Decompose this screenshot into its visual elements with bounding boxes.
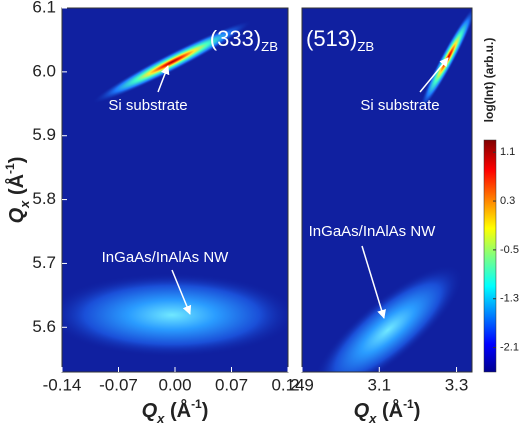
text-part: -1 xyxy=(191,397,202,411)
colorbar xyxy=(483,139,497,373)
text-part: ) xyxy=(6,157,28,164)
annotation-arrow xyxy=(361,245,386,319)
text-part: -1 xyxy=(403,397,414,411)
intensity-blob xyxy=(91,20,253,104)
text-part: (Å xyxy=(4,174,28,201)
y-axis-label: Qx (Å-1) xyxy=(3,157,32,224)
text-part: Q xyxy=(354,400,370,422)
intensity-blob xyxy=(312,264,464,372)
text-part: Q xyxy=(6,207,28,223)
text-part: ZB xyxy=(357,39,374,54)
text-part: (Å xyxy=(164,398,191,422)
text-part: (Å xyxy=(376,398,403,422)
annotation: InGaAs/InAlAs NW xyxy=(102,249,230,266)
colorbar-tick-label: -2.1 xyxy=(500,341,519,353)
text-part: x xyxy=(156,411,165,426)
y-tick-label: 6.0 xyxy=(32,61,56,80)
text-part: ) xyxy=(414,400,421,422)
text-part: x xyxy=(368,411,377,426)
annotation-arrow xyxy=(171,269,192,315)
text-part: -1 xyxy=(3,163,17,174)
text-part: Q xyxy=(142,400,158,422)
y-tick-label: 5.8 xyxy=(32,189,56,208)
map xyxy=(62,20,288,357)
colorbar-tick-label: 0.3 xyxy=(500,195,515,207)
x-tick-label: 0.14 xyxy=(271,375,304,394)
y-tick-label: 5.6 xyxy=(32,317,56,336)
colorbar-tick-label: -1.3 xyxy=(500,293,519,305)
text-part: ) xyxy=(202,400,209,422)
y-tick-label: 6.1 xyxy=(32,0,56,16)
colorbar-tick-label: -0.5 xyxy=(500,244,519,256)
annotation: Si substrate xyxy=(360,97,439,114)
annotation: InGaAs/InAlAs NW xyxy=(309,223,437,240)
annotation: Si substrate xyxy=(108,97,187,114)
annotation-arrow xyxy=(157,65,170,93)
text-part: (333) xyxy=(210,26,261,51)
text-part: ZB xyxy=(261,39,278,54)
panel-title: (513)ZB xyxy=(306,26,374,54)
frame xyxy=(301,7,473,373)
colorbar-tick-label: 1.1 xyxy=(500,146,515,158)
x-tick-label: 0.07 xyxy=(215,375,248,394)
x-tick-label: -0.14 xyxy=(43,375,82,394)
x-tick-label: 3.1 xyxy=(367,375,391,394)
x-axis-label: Qx (Å-1) xyxy=(354,397,421,426)
colorbar-label: log(Int) (arb.u.) xyxy=(482,38,496,123)
text-part: (513) xyxy=(306,26,357,51)
y-tick-label: 5.7 xyxy=(32,253,56,272)
x-tick-label: 0.00 xyxy=(158,375,191,394)
x-tick-label: -0.07 xyxy=(99,375,138,394)
x-tick-label: 3.3 xyxy=(445,375,469,394)
y-tick-label: 5.9 xyxy=(32,125,56,144)
x-tick-label: 2.9 xyxy=(290,375,314,394)
text-part: x xyxy=(17,200,32,209)
annotation-arrow xyxy=(419,57,449,93)
intensity-blob xyxy=(62,273,288,357)
x-axis-label: Qx (Å-1) xyxy=(142,397,209,426)
panel-title: (333)ZB xyxy=(210,26,278,54)
